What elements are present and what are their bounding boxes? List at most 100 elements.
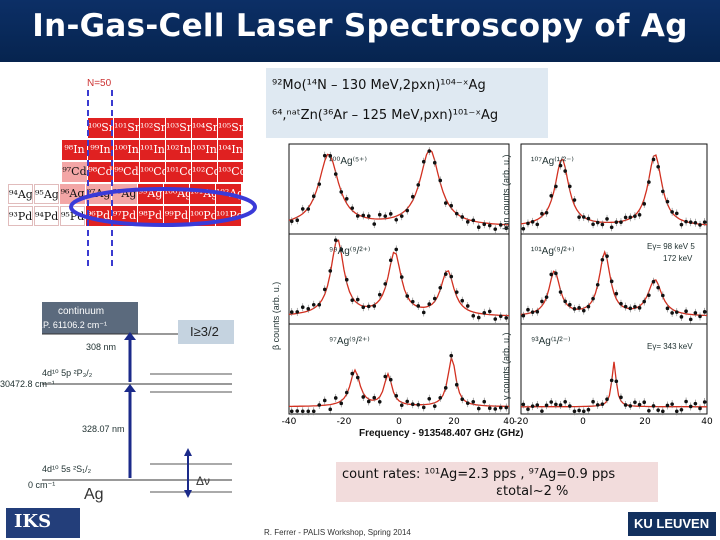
gamma-energy-1: Eγ= 98 keV 5 — [647, 242, 695, 251]
data-point — [637, 402, 642, 407]
data-point — [482, 310, 487, 315]
data-point — [311, 302, 316, 307]
data-point — [427, 149, 432, 153]
data-point — [388, 212, 393, 216]
data-point — [600, 257, 605, 262]
data-point — [558, 290, 563, 294]
data-point — [670, 402, 674, 406]
nuclide-cell: ¹⁰²Sn — [140, 118, 165, 138]
spin-label: I≥3/2 — [190, 324, 219, 339]
delta-nu-arrowhead-down — [184, 490, 192, 498]
data-point — [526, 407, 530, 412]
data-point — [540, 211, 544, 216]
x-tick-label: -20 — [514, 417, 529, 427]
data-point — [300, 409, 305, 414]
data-point — [427, 396, 432, 401]
data-point — [591, 399, 595, 404]
data-point — [493, 317, 498, 321]
x-tick-label: -40 — [282, 417, 297, 427]
data-point — [558, 163, 563, 168]
data-point — [394, 247, 399, 252]
nuclide-cell: ¹⁰⁵Sn — [218, 118, 243, 138]
data-point — [504, 405, 509, 410]
data-point — [647, 180, 651, 184]
continuum-band — [42, 302, 138, 334]
ku-leuven-logo: KU LEUVEN — [628, 512, 716, 536]
data-point — [688, 220, 693, 224]
data-point — [693, 401, 698, 406]
data-point — [295, 409, 300, 413]
data-point — [568, 404, 572, 408]
data-point — [600, 402, 605, 406]
data-point — [619, 395, 623, 400]
data-point — [526, 307, 530, 312]
data-point — [306, 207, 311, 211]
data-point — [633, 214, 637, 218]
x-tick-label: 40 — [701, 417, 713, 427]
wavelength-328: 328.07 nm — [82, 424, 125, 434]
data-point — [410, 402, 415, 406]
data-point — [416, 183, 421, 187]
data-point — [628, 404, 633, 408]
ag-highlight-ellipse — [69, 187, 257, 227]
data-point — [563, 399, 567, 404]
x-tick-label: 0 — [580, 417, 586, 427]
data-point — [609, 225, 614, 230]
data-point — [432, 160, 437, 165]
data-point — [333, 396, 338, 400]
data-point — [388, 258, 393, 263]
data-point — [383, 214, 388, 218]
data-point — [554, 184, 558, 189]
data-point — [366, 214, 371, 218]
nuclide-cell: ⁹⁸Pd — [138, 206, 163, 226]
nuclide-cell: ¹⁰²Cd — [192, 162, 217, 182]
data-point — [416, 402, 421, 407]
data-point — [454, 211, 459, 216]
panel-label-97ag: ⁹⁷Ag⁽⁹/²⁺⁾ — [329, 336, 370, 347]
x-tick-label: 40 — [503, 417, 515, 427]
data-point — [438, 396, 443, 400]
data-point — [443, 386, 448, 390]
data-point — [416, 304, 421, 308]
data-point — [623, 403, 628, 407]
data-point — [405, 208, 410, 213]
data-point — [421, 310, 426, 315]
fit-curve — [289, 357, 510, 408]
data-point — [665, 403, 670, 408]
data-point — [372, 304, 377, 308]
data-point — [438, 178, 443, 183]
continuum-label: continuum — [58, 306, 105, 317]
data-point — [586, 304, 591, 309]
data-point — [581, 409, 586, 414]
data-point — [377, 400, 382, 404]
data-point — [637, 306, 642, 310]
right-ylabel-bot: γ counts (arb. u.) — [501, 332, 511, 400]
data-point — [471, 399, 476, 404]
spectrum-panel-frame — [288, 233, 510, 325]
data-point — [372, 222, 377, 226]
data-point — [605, 397, 609, 402]
data-point — [476, 225, 481, 230]
data-point — [383, 374, 388, 379]
data-point — [530, 310, 535, 314]
data-point — [674, 211, 679, 216]
data-point — [661, 293, 665, 298]
data-point — [372, 395, 377, 400]
data-point — [577, 215, 581, 219]
data-point — [328, 269, 333, 273]
data-point — [394, 394, 399, 398]
data-point — [591, 296, 595, 301]
data-point — [322, 398, 327, 403]
data-point — [568, 184, 572, 189]
nuclide-cell: ⁹⁵Ag — [34, 184, 59, 204]
data-point — [289, 219, 294, 224]
data-point — [526, 221, 530, 226]
nuclide-cell: ⁹³Pd — [8, 206, 33, 226]
data-point — [661, 189, 665, 194]
data-point — [317, 302, 322, 307]
nuclide-cell: ¹⁰⁴In — [218, 140, 243, 160]
data-point — [614, 291, 619, 296]
data-point — [605, 254, 609, 258]
panel-label-100ag: ¹⁰⁰Ag⁽⁵⁺⁾ — [329, 156, 367, 167]
spectrum-panel-frame — [288, 143, 510, 235]
